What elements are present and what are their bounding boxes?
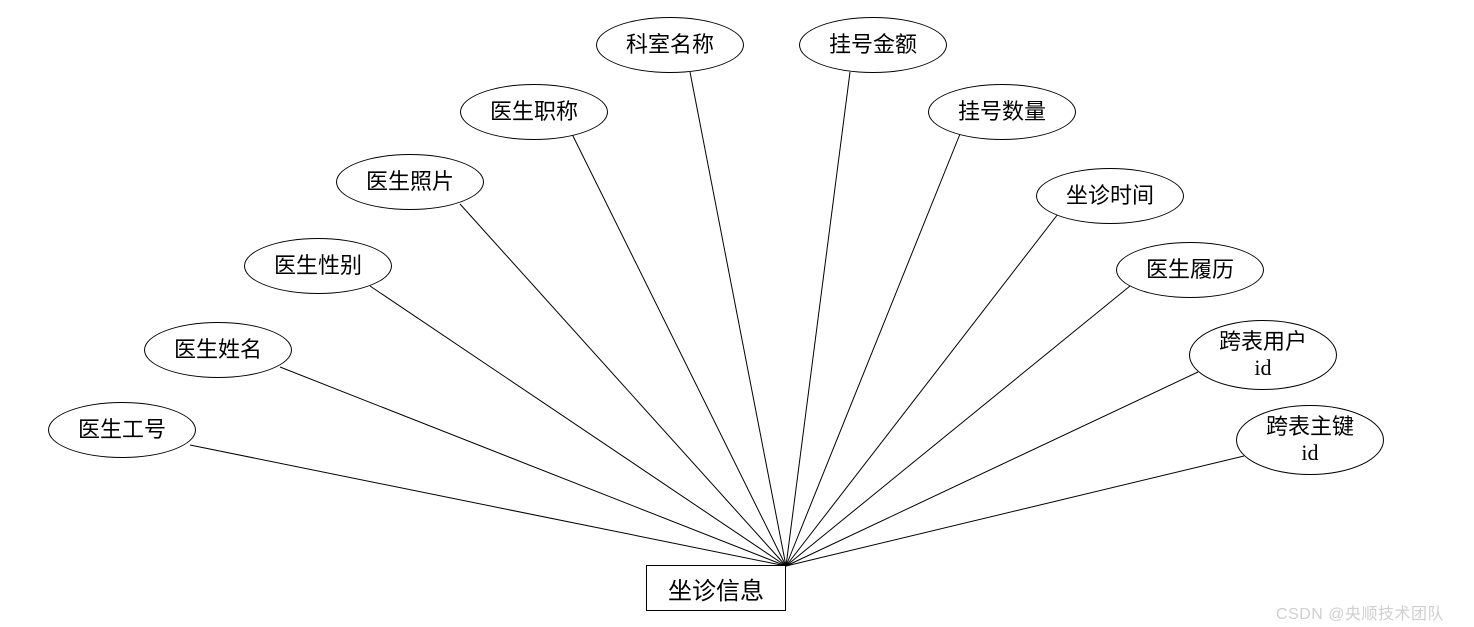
attribute-label: 医生照片 [366, 169, 454, 195]
attribute-node: 医生工号 [48, 402, 196, 458]
diagram-edges [0, 0, 1474, 627]
edge [786, 72, 850, 566]
attribute-node: 挂号金额 [799, 17, 947, 73]
root-node: 坐诊信息 [646, 565, 786, 611]
attribute-node: 挂号数量 [928, 84, 1076, 140]
watermark: CSDN @央顺技术团队 [1276, 600, 1444, 624]
attribute-label: 挂号金额 [829, 32, 917, 58]
attribute-label: 坐诊时间 [1066, 183, 1154, 209]
attribute-node: 医生履历 [1116, 242, 1264, 298]
attribute-node: 医生职称 [460, 84, 608, 140]
edge [460, 204, 786, 566]
attribute-label: 科室名称 [626, 32, 714, 58]
watermark-text: CSDN @央顺技术团队 [1276, 606, 1444, 623]
root-label: 坐诊信息 [668, 571, 764, 606]
attribute-node: 医生姓名 [144, 322, 292, 378]
edge [786, 372, 1198, 566]
edge [572, 134, 786, 566]
edge [690, 72, 786, 566]
edge [786, 286, 1130, 566]
attribute-label: 医生工号 [78, 417, 166, 443]
attribute-node: 跨表用户 id [1189, 320, 1337, 390]
attribute-label: 跨表主键 id [1266, 414, 1354, 467]
attribute-label: 医生姓名 [174, 337, 262, 363]
attribute-label: 挂号数量 [958, 99, 1046, 125]
attribute-node: 坐诊时间 [1036, 168, 1184, 224]
attribute-node: 科室名称 [596, 17, 744, 73]
attribute-node: 医生性别 [244, 238, 392, 294]
edge [280, 367, 786, 566]
attribute-label: 医生性别 [274, 253, 362, 279]
edge [786, 456, 1244, 566]
edge [786, 134, 960, 566]
edge [786, 214, 1058, 566]
attribute-label: 跨表用户 id [1219, 329, 1307, 382]
attribute-label: 医生职称 [490, 99, 578, 125]
attribute-node: 医生照片 [336, 154, 484, 210]
attribute-node: 跨表主键 id [1236, 405, 1384, 475]
attribute-label: 医生履历 [1146, 257, 1234, 283]
